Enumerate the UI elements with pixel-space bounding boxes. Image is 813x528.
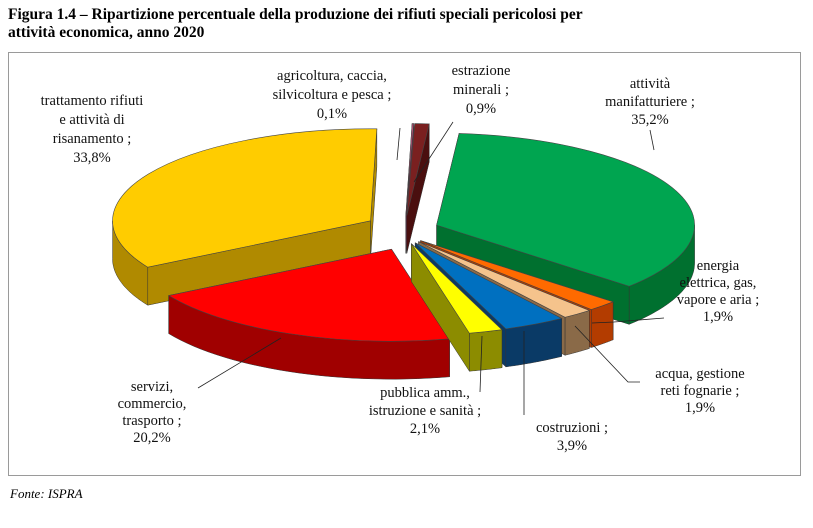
figure-title-line2: attività economica, anno 2020 bbox=[8, 24, 205, 41]
leader-line-0 bbox=[649, 129, 655, 151]
slice-label-0: attività manifatturiere ; 35,2% bbox=[605, 76, 695, 128]
slice-label-4-line-0: pubblica amm., bbox=[380, 385, 470, 401]
slice-label-8-line-1: minerali ; bbox=[453, 82, 509, 98]
leader-line-7 bbox=[413, 121, 454, 183]
figure-title: Figura 1.4 – Ripartizione percentuale de… bbox=[8, 6, 798, 42]
pie-slice-top-4 bbox=[411, 243, 503, 334]
pie-slice-edge-4 bbox=[469, 329, 503, 372]
slice-label-7-line-2: 0,1% bbox=[317, 106, 347, 122]
slice-label-2: acqua, gestione reti fognarie ; 1,9% bbox=[655, 366, 744, 416]
slice-label-8-line-2: 0,9% bbox=[466, 101, 496, 117]
slice-label-7: agricoltura, caccia, silvicoltura e pesca… bbox=[273, 68, 392, 122]
slice-label-2-line-0: acqua, gestione bbox=[655, 366, 744, 382]
leader-line-6 bbox=[396, 127, 401, 161]
slice-label-3-line-0: costruzioni ; bbox=[536, 420, 608, 436]
pie-slice-8 bbox=[406, 123, 430, 254]
slice-label-5-line-0: servizi, bbox=[131, 379, 173, 395]
slice-label-4: pubblica amm., istruzione e sanità ; 2,1% bbox=[369, 385, 481, 437]
pie-slice-top-6 bbox=[112, 128, 378, 268]
pie-slice-top-8 bbox=[406, 123, 430, 216]
leader-line-2 bbox=[574, 325, 640, 383]
slice-label-2-line-2: 1,9% bbox=[685, 400, 715, 416]
leader-line-1 bbox=[591, 317, 665, 324]
slice-label-5: servizi, commercio, trasporto ; 20,2% bbox=[118, 379, 187, 446]
slice-label-5-line-2: trasporto ; bbox=[122, 413, 181, 429]
slice-label-6-line-1: e attività di bbox=[59, 112, 124, 128]
source-note: Fonte: ISPRA bbox=[10, 486, 83, 501]
pie-slice-4 bbox=[411, 242, 503, 373]
slice-label-8-line-0: estrazione bbox=[452, 63, 511, 79]
slice-label-7-line-1: silvicoltura e pesca ; bbox=[273, 87, 392, 103]
slice-label-6: trattamento rifiuti e attività di risaname… bbox=[41, 93, 144, 166]
pie-slice-6 bbox=[112, 128, 378, 306]
slice-label-0-line-1: manifatturiere ; bbox=[605, 94, 695, 110]
pie-slice-top-0 bbox=[436, 133, 695, 287]
slice-label-6-line-0: trattamento rifiuti bbox=[41, 93, 144, 109]
pie-slice-edge-2 bbox=[564, 310, 590, 356]
slice-label-1-line-3: 1,9% bbox=[703, 309, 733, 325]
slice-label-8: estrazione minerali ; 0,9% bbox=[452, 63, 511, 117]
slice-label-1-line-1: elettrica, gas, bbox=[680, 275, 757, 291]
slice-label-1-line-0: energia bbox=[697, 258, 740, 274]
slice-label-1-line-2: vapore e aria ; bbox=[677, 292, 760, 308]
pie-slice-top-1 bbox=[420, 240, 614, 310]
pie-slice-top-5 bbox=[167, 248, 451, 342]
slice-label-3-line-1: 3,9% bbox=[557, 438, 587, 454]
pie-slice-5 bbox=[167, 248, 451, 380]
slice-label-1: energia elettrica, gas, vapore e aria ; 1,9… bbox=[677, 258, 760, 325]
slice-label-6-line-2: risanamento ; bbox=[53, 131, 132, 147]
slice-label-5-line-3: 20,2% bbox=[133, 430, 170, 446]
pie-slice-top-7 bbox=[405, 123, 415, 216]
slice-label-4-line-1: istruzione e sanità ; bbox=[369, 403, 481, 419]
chart-frame bbox=[8, 52, 801, 476]
pie-slice-top-2 bbox=[418, 241, 591, 318]
pie-slice-top-3 bbox=[414, 242, 563, 330]
slice-label-2-line-1: reti fognarie ; bbox=[661, 383, 740, 399]
slice-label-4-line-2: 2,1% bbox=[410, 421, 440, 437]
slice-label-3: costruzioni ; 3,9% bbox=[536, 420, 608, 454]
leader-line-5 bbox=[197, 337, 282, 389]
slice-label-0-line-0: attività bbox=[630, 76, 671, 92]
slice-label-7-line-0: agricoltura, caccia, bbox=[277, 68, 387, 84]
slice-label-0-line-2: 35,2% bbox=[631, 112, 668, 128]
leader-line-4 bbox=[479, 335, 483, 393]
figure-title-line1: Figura 1.4 – Ripartizione percentuale de… bbox=[8, 6, 583, 23]
slice-label-5-line-1: commercio, bbox=[118, 396, 187, 412]
slice-label-6-line-3: 33,8% bbox=[73, 150, 110, 166]
